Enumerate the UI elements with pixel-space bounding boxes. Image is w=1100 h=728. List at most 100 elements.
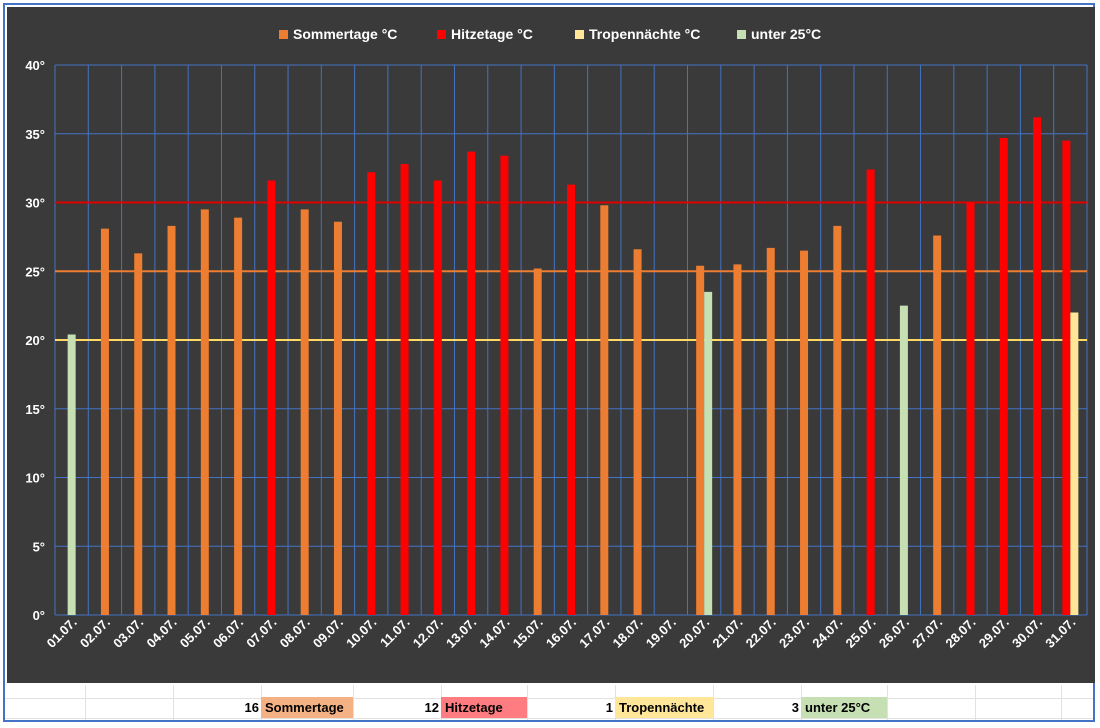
x-tick-label: 21.07. <box>709 615 745 651</box>
sommertage-bar <box>134 253 143 615</box>
y-tick-label: 5° <box>33 539 45 554</box>
x-tick-label: 30.07. <box>1009 615 1045 651</box>
x-tick-label: 10.07. <box>343 615 379 651</box>
cell-gridline <box>527 685 528 720</box>
x-tick-label: 05.07. <box>177 615 213 651</box>
cell-gridline <box>1061 685 1062 720</box>
y-tick-label: 25° <box>25 264 45 279</box>
sommertage-bar <box>633 249 642 615</box>
cell-gridline <box>173 685 174 720</box>
hitzetage-bar <box>467 151 476 615</box>
x-tick-label: 04.07. <box>143 615 179 651</box>
x-tick-label: 28.07. <box>942 615 978 651</box>
sommertage-bar <box>600 205 609 615</box>
unter25-count: 3 <box>791 700 799 715</box>
x-tick-label: 18.07. <box>610 615 646 651</box>
tropennaechte-count: 1 <box>605 700 613 715</box>
x-tick-label: 20.07. <box>676 615 712 651</box>
x-tick-label: 19.07. <box>643 615 679 651</box>
hitzetage-bar <box>966 202 975 615</box>
legend-swatch <box>737 30 746 39</box>
sommertage-bar <box>800 250 809 615</box>
hitzetage-bar <box>267 180 276 615</box>
x-tick-label: 27.07. <box>909 615 945 651</box>
x-tick-label: 24.07. <box>809 615 845 651</box>
x-tick-label: 25.07. <box>843 615 879 651</box>
sommertage-bar <box>766 247 775 615</box>
x-tick-label: 13.07. <box>443 615 479 651</box>
y-tick-label: 20° <box>25 333 45 348</box>
y-tick-label: 30° <box>25 196 45 211</box>
hitzetage-bar <box>400 164 409 615</box>
hitzetage-label: Hitzetage <box>441 697 527 718</box>
chart-frame: 0° 5° 10° 15° 20° 25° 30° 35° 40° 01.07. 02.07. 03.… <box>3 3 1095 722</box>
tropennaechte-label: Tropennächte <box>615 697 713 718</box>
y-tick-label: 35° <box>25 127 45 142</box>
chart-area: 0° 5° 10° 15° 20° 25° 30° 35° 40° 01.07. 02.07. 03.… <box>7 7 1095 683</box>
x-tick-label: 06.07. <box>210 615 246 651</box>
cell-gridline <box>5 698 1093 699</box>
sommertage-bar <box>533 268 542 615</box>
x-tick-label: 23.07. <box>776 615 812 651</box>
cell-gridline <box>85 685 86 720</box>
x-tick-label: 03.07. <box>110 615 146 651</box>
tropennaechte-bar <box>1070 312 1079 615</box>
cell-gridline <box>975 685 976 720</box>
x-tick-label: 02.07. <box>77 615 113 651</box>
x-tick-label: 31.07. <box>1042 615 1078 651</box>
x-tick-label: 07.07. <box>243 615 279 651</box>
hitzetage-bar <box>866 169 875 615</box>
x-tick-label: 29.07. <box>976 615 1012 651</box>
sommertage-bar <box>733 264 742 615</box>
x-tick-label: 16.07. <box>543 615 579 651</box>
x-tick-label: 26.07. <box>876 615 912 651</box>
sommertage-bar <box>234 217 243 615</box>
legend-swatch <box>575 30 584 39</box>
x-tick-label: 14.07. <box>476 615 512 651</box>
x-tick-label: 22.07. <box>743 615 779 651</box>
sommertage-bar <box>696 265 705 615</box>
unter25-bar <box>899 305 908 615</box>
legend-label: Tropennächte °C <box>589 26 700 42</box>
x-tick-label: 11.07. <box>377 615 413 651</box>
y-tick-label: 10° <box>25 471 45 486</box>
legend-swatch <box>437 30 446 39</box>
unter25-bar <box>67 334 76 615</box>
sommertage-bar <box>167 225 176 615</box>
sommertage-label: Sommertage <box>261 697 353 718</box>
legend-label: unter 25°C <box>751 26 821 42</box>
hitzetage-bar <box>1062 140 1071 615</box>
summary-row: 16 Sommertage 12 Hitzetage 1 Tropennächt… <box>5 685 1093 720</box>
legend-label: Sommertage °C <box>293 26 397 42</box>
sommertage-bar <box>100 228 109 615</box>
hitzetage-bar <box>367 172 376 615</box>
unter25-bar <box>704 291 713 615</box>
sommertage-bar <box>933 235 942 615</box>
sommertage-count: 16 <box>244 700 259 715</box>
x-tick-label: 08.07. <box>277 615 313 651</box>
sommertage-bar <box>333 221 342 615</box>
cell-gridline <box>713 685 714 720</box>
y-tick-label: 40° <box>25 58 45 73</box>
hitzetage-count: 12 <box>424 700 439 715</box>
sommertage-bar <box>200 209 209 615</box>
hitzetage-bar <box>500 155 509 615</box>
cell-gridline <box>5 718 1093 719</box>
x-tick-label: 17.07. <box>576 615 612 651</box>
cell-gridline <box>887 685 888 720</box>
hitzetage-bar <box>999 137 1008 615</box>
y-tick-label: 0° <box>33 608 45 623</box>
hitzetage-bar <box>567 184 575 615</box>
hitzetage-bar <box>1033 117 1042 615</box>
x-tick-label: 01.07. <box>44 615 80 651</box>
legend-label: Hitzetage °C <box>451 26 533 42</box>
y-tick-label: 15° <box>25 402 45 417</box>
unter25-label: unter 25°C <box>801 697 887 718</box>
temperature-chart: 0° 5° 10° 15° 20° 25° 30° 35° 40° 01.07.02.07.03.… <box>25 26 1088 651</box>
cell-gridline <box>353 685 354 720</box>
legend-swatch <box>279 30 288 39</box>
x-tick-label: 15.07. <box>510 615 546 651</box>
hitzetage-bar <box>433 180 442 615</box>
x-tick-label: 12.07. <box>410 615 446 651</box>
x-tick-label: 09.07. <box>310 615 346 651</box>
